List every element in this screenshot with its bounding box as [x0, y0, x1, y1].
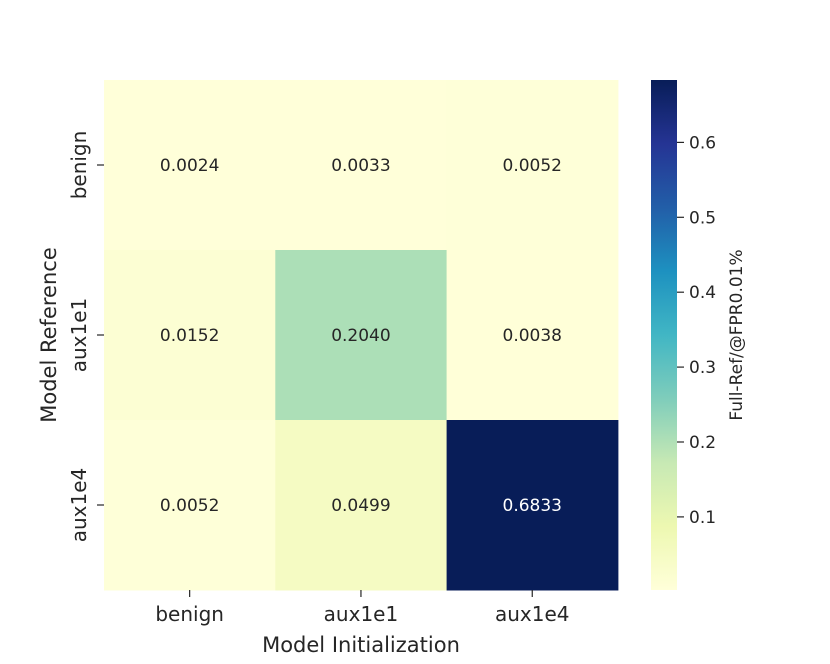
heatmap-cell-labels: 0.0024 0.0033 0.0052 0.0152 0.2040 0.0038 0.00…	[160, 156, 562, 516]
heatmap-cell	[275, 80, 448, 251]
heatmap-cell	[446, 80, 619, 251]
y-axis: benign aux1e1 aux1e4	[67, 131, 104, 543]
x-tick-label: benign	[155, 602, 224, 626]
cell-value-label: 0.0152	[160, 326, 219, 346]
heatmap-cell	[104, 250, 276, 421]
heatmap-cell	[446, 250, 619, 421]
cell-value-label: 0.0038	[503, 326, 562, 346]
cell-value-label: 0.0024	[160, 156, 219, 176]
y-axis-title: Model Reference	[37, 247, 61, 422]
cell-value-label: 0.2040	[331, 326, 390, 346]
colorbar-tick-label: 0.4	[689, 283, 716, 303]
colorbar-title: Full-Ref/@FPR0.01%	[727, 249, 747, 420]
cell-value-label: 0.0033	[331, 156, 390, 176]
colorbar-tick-label: 0.5	[689, 208, 716, 228]
colorbar-tick-label: 0.1	[689, 508, 716, 528]
y-tick-label: aux1e1	[67, 298, 91, 373]
colorbar-tick-label: 0.3	[689, 358, 716, 378]
cell-value-label: 0.0499	[331, 496, 390, 516]
y-tick-label: benign	[67, 131, 91, 200]
x-axis: benign aux1e1 aux1e4	[155, 590, 570, 626]
heatmap-cell	[446, 420, 619, 591]
y-tick-label: aux1e4	[67, 468, 91, 543]
cell-value-label: 0.6833	[503, 496, 562, 516]
colorbar-tick-label: 0.2	[689, 433, 716, 453]
heatmap-cell	[104, 80, 276, 251]
colorbar-ticks: 0.1 0.2 0.3 0.4 0.5 0.6	[677, 133, 716, 528]
colorbar-tick-label: 0.6	[689, 133, 716, 153]
colorbar-gradient	[651, 80, 677, 590]
colorbar: 0.1 0.2 0.3 0.4 0.5 0.6 Full-Ref/@FPR0.01%	[651, 80, 747, 590]
heatmap-cell	[104, 420, 276, 591]
x-axis-title: Model Initialization	[262, 633, 460, 657]
heatmap-cells	[104, 80, 619, 591]
heatmap-cell	[275, 420, 448, 591]
x-tick-label: aux1e4	[495, 602, 570, 626]
cell-value-label: 0.0052	[160, 496, 219, 516]
heatmap-cell	[275, 250, 448, 421]
cell-value-label: 0.0052	[503, 156, 562, 176]
x-tick-label: aux1e1	[324, 602, 399, 626]
